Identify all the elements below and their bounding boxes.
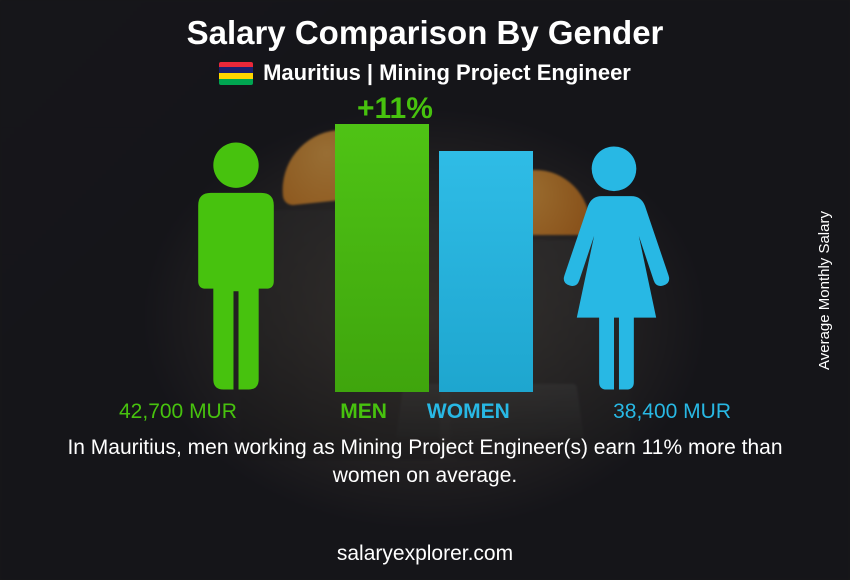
page-title: Salary Comparison By Gender (187, 14, 664, 52)
y-axis-label-wrap: Average Monthly Salary (814, 0, 834, 580)
female-icon (549, 144, 679, 392)
job-label: Mining Project Engineer (379, 60, 631, 86)
y-axis-label: Average Monthly Salary (816, 211, 833, 370)
male-bar (335, 124, 429, 392)
chart-area: +11% 42,700 MUR MEN WOMEN 38,400 MUR (105, 92, 745, 432)
male-salary: 42,700 MUR (119, 400, 237, 424)
male-label: MEN (340, 400, 387, 424)
country-label: Mauritius (263, 60, 361, 86)
female-salary: 38,400 MUR (613, 400, 731, 424)
footer-source: salaryexplorer.com (337, 542, 513, 566)
mauritius-flag-icon (219, 62, 253, 85)
male-icon (171, 140, 301, 392)
labels-row: 42,700 MUR MEN WOMEN 38,400 MUR (105, 400, 745, 424)
description-text: In Mauritius, men working as Mining Proj… (55, 434, 795, 491)
female-bar (439, 151, 533, 392)
pct-diff-label: +11% (357, 92, 433, 126)
female-label: WOMEN (427, 400, 510, 424)
separator: | (367, 60, 373, 86)
infographic-root: Salary Comparison By Gender Mauritius | … (0, 0, 850, 580)
subtitle-row: Mauritius | Mining Project Engineer (219, 60, 631, 86)
